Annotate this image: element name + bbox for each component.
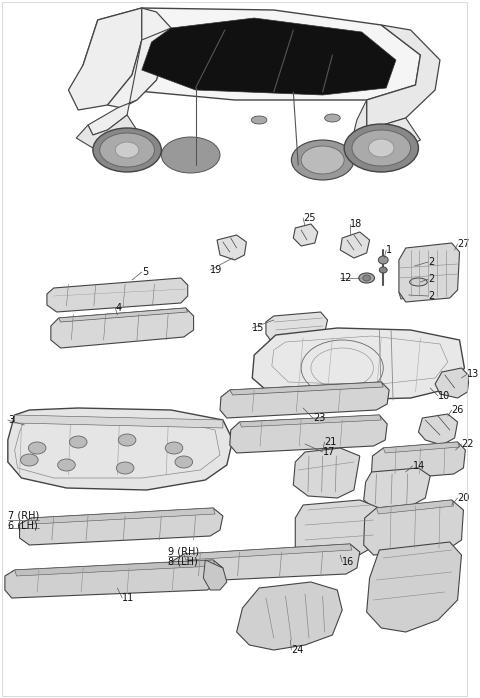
Ellipse shape xyxy=(379,267,387,273)
Text: 2: 2 xyxy=(428,291,434,301)
Polygon shape xyxy=(83,8,420,100)
Polygon shape xyxy=(293,448,360,498)
Text: 11: 11 xyxy=(122,593,134,603)
Text: 22: 22 xyxy=(461,439,474,449)
Ellipse shape xyxy=(363,275,371,281)
Text: 23: 23 xyxy=(313,413,325,423)
Text: 6 (LH): 6 (LH) xyxy=(8,521,37,531)
Ellipse shape xyxy=(324,114,340,122)
Text: 3: 3 xyxy=(8,415,14,425)
Ellipse shape xyxy=(93,128,161,172)
Text: 21: 21 xyxy=(324,437,337,447)
Polygon shape xyxy=(372,442,466,480)
Ellipse shape xyxy=(115,142,139,158)
Polygon shape xyxy=(340,232,370,258)
Ellipse shape xyxy=(21,454,38,466)
Text: 25: 25 xyxy=(303,213,315,223)
Polygon shape xyxy=(220,382,389,418)
Text: 13: 13 xyxy=(468,369,480,379)
Polygon shape xyxy=(367,542,461,632)
Polygon shape xyxy=(5,560,223,598)
Polygon shape xyxy=(399,290,418,299)
Polygon shape xyxy=(59,308,188,322)
Polygon shape xyxy=(293,224,318,246)
Polygon shape xyxy=(108,8,171,108)
Ellipse shape xyxy=(58,459,75,471)
Ellipse shape xyxy=(378,256,388,264)
Text: 5: 5 xyxy=(142,267,148,277)
Ellipse shape xyxy=(251,116,267,124)
Polygon shape xyxy=(51,308,193,348)
Text: 2: 2 xyxy=(428,257,434,267)
Polygon shape xyxy=(69,8,142,110)
Ellipse shape xyxy=(409,278,427,286)
Polygon shape xyxy=(266,312,327,342)
Ellipse shape xyxy=(161,137,220,173)
Ellipse shape xyxy=(100,133,155,167)
Polygon shape xyxy=(142,18,396,95)
Polygon shape xyxy=(352,100,420,158)
Ellipse shape xyxy=(301,146,344,174)
Text: 10: 10 xyxy=(438,391,450,401)
Polygon shape xyxy=(376,500,454,514)
Ellipse shape xyxy=(116,462,134,474)
Text: 8 (LH): 8 (LH) xyxy=(168,557,198,567)
Ellipse shape xyxy=(369,139,394,157)
Polygon shape xyxy=(237,582,342,650)
Polygon shape xyxy=(252,328,465,400)
Polygon shape xyxy=(240,415,381,427)
Text: 15: 15 xyxy=(252,323,264,333)
Text: 1: 1 xyxy=(386,245,392,255)
Text: 24: 24 xyxy=(291,645,304,655)
Polygon shape xyxy=(230,382,383,395)
Text: 18: 18 xyxy=(350,219,362,229)
Polygon shape xyxy=(404,263,424,272)
Text: 2: 2 xyxy=(428,274,434,284)
Ellipse shape xyxy=(344,124,419,172)
Polygon shape xyxy=(367,25,440,130)
Ellipse shape xyxy=(28,442,46,454)
Text: 20: 20 xyxy=(457,493,470,503)
Polygon shape xyxy=(383,442,459,453)
Ellipse shape xyxy=(118,434,136,446)
Text: 12: 12 xyxy=(340,273,353,283)
Text: 7 (RH): 7 (RH) xyxy=(8,511,39,521)
Text: 14: 14 xyxy=(413,461,425,471)
Polygon shape xyxy=(47,278,188,312)
Ellipse shape xyxy=(165,442,183,454)
Polygon shape xyxy=(88,28,171,135)
Ellipse shape xyxy=(359,273,374,283)
Text: 27: 27 xyxy=(457,239,470,249)
Polygon shape xyxy=(76,115,137,148)
Polygon shape xyxy=(15,415,223,428)
Polygon shape xyxy=(230,415,387,453)
Polygon shape xyxy=(204,560,227,590)
Text: 26: 26 xyxy=(452,405,464,415)
Polygon shape xyxy=(435,368,469,398)
Polygon shape xyxy=(15,560,215,576)
Ellipse shape xyxy=(291,140,354,180)
Polygon shape xyxy=(364,500,463,555)
Text: 16: 16 xyxy=(342,557,354,567)
Polygon shape xyxy=(8,408,233,490)
Polygon shape xyxy=(20,508,223,545)
Ellipse shape xyxy=(175,456,192,468)
Polygon shape xyxy=(399,243,459,302)
Polygon shape xyxy=(31,508,215,524)
Polygon shape xyxy=(217,235,246,260)
Polygon shape xyxy=(364,468,430,508)
Polygon shape xyxy=(184,544,352,560)
Ellipse shape xyxy=(352,130,410,166)
Polygon shape xyxy=(295,500,379,560)
Text: 9 (RH): 9 (RH) xyxy=(168,547,199,557)
Text: 4: 4 xyxy=(115,303,121,313)
Polygon shape xyxy=(171,544,360,582)
Ellipse shape xyxy=(70,436,87,448)
Text: 17: 17 xyxy=(323,447,335,457)
Text: 19: 19 xyxy=(210,265,222,275)
Polygon shape xyxy=(419,414,457,445)
